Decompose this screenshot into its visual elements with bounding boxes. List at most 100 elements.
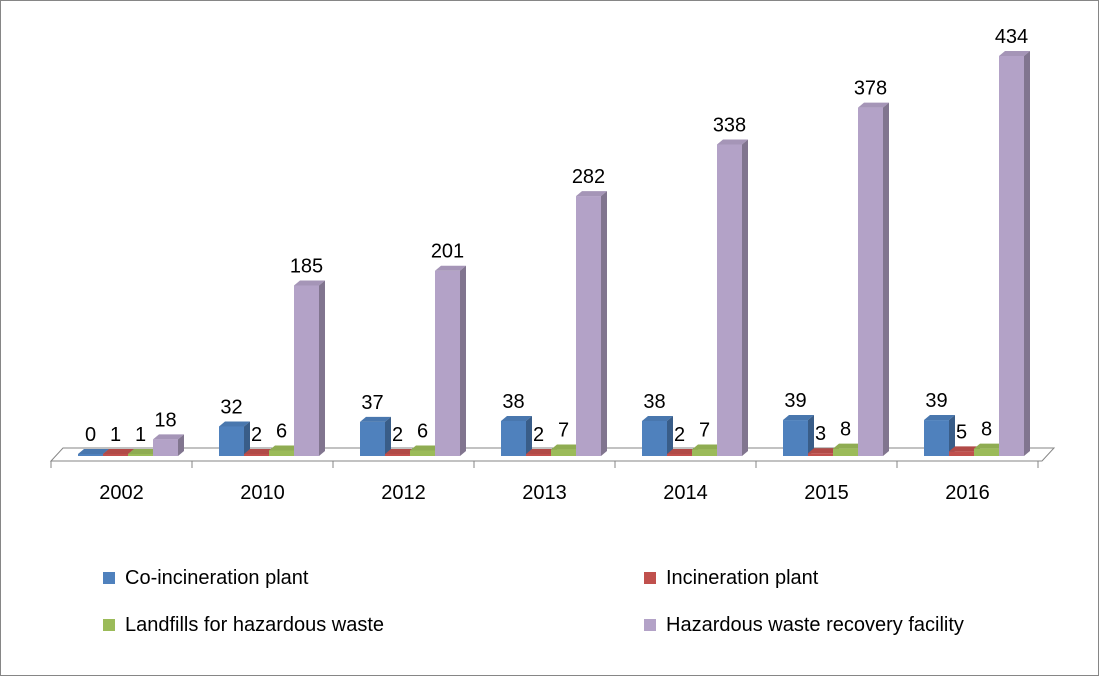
data-label: 18: [154, 409, 176, 431]
bar-side-face: [883, 102, 889, 456]
bar-top-face: [78, 449, 109, 454]
data-label: 338: [713, 114, 746, 136]
bar-top-face: [103, 449, 134, 454]
bar-top-face: [360, 416, 391, 422]
bar-co-incineration-plant-2012: [360, 421, 385, 456]
bar-landfills-for-hazardous-waste-2010: [269, 450, 294, 456]
bar-top-face: [783, 415, 814, 421]
bar-side-face: [244, 421, 250, 456]
bar-top-face: [385, 449, 416, 454]
bar-side-face: [808, 415, 814, 456]
bar-incineration-plant-2013: [526, 454, 551, 456]
bar-landfills-for-hazardous-waste-2012: [410, 450, 435, 456]
data-label: 2: [674, 424, 685, 446]
bar-top-face: [576, 191, 607, 197]
x-tick-label-2012: 2012: [381, 482, 426, 504]
legend-item-incineration-plant: Incineration plant: [644, 567, 819, 589]
bar-incineration-plant-2014: [667, 454, 692, 456]
data-label: 0: [85, 424, 96, 446]
bar-co-incineration-plant-2002: [78, 454, 103, 456]
data-label: 185: [290, 255, 323, 277]
bar-co-incineration-plant-2014: [642, 420, 667, 456]
legend-swatch: [644, 619, 656, 631]
data-label: 1: [110, 424, 121, 446]
x-tick-label-2013: 2013: [522, 482, 567, 504]
data-label: 38: [502, 391, 524, 413]
bar-landfills-for-hazardous-waste-2016: [974, 448, 999, 456]
bar-incineration-plant-2016: [949, 451, 974, 456]
bar-landfills-for-hazardous-waste-2014: [692, 449, 717, 456]
bar-incineration-plant-2010: [244, 454, 269, 456]
bar-marks: [78, 51, 1030, 457]
bar-co-incineration-plant-2010: [219, 426, 244, 456]
data-label: 6: [417, 420, 428, 442]
data-label: 434: [995, 26, 1028, 48]
bar-side-face: [385, 416, 391, 456]
bar-top-face: [501, 415, 532, 421]
bar-landfills-for-hazardous-waste-2002: [128, 454, 153, 456]
bar-hazardous-waste-recovery-facility-2002: [153, 439, 178, 456]
data-label: 32: [220, 397, 242, 419]
bar-top-face: [974, 443, 1005, 449]
legend-swatch: [644, 572, 656, 584]
bar-top-face: [667, 449, 698, 454]
legend-swatch: [103, 619, 115, 631]
bar-side-face: [667, 415, 673, 456]
bar-side-face: [601, 191, 607, 456]
bar-side-face: [319, 280, 325, 456]
data-label: 282: [572, 166, 605, 188]
data-label: 378: [854, 78, 887, 100]
data-label: 7: [558, 420, 569, 442]
bar-hazardous-waste-recovery-facility-2014: [717, 144, 742, 457]
bar-top-face: [294, 280, 325, 286]
data-label: 8: [981, 419, 992, 441]
bar-top-face: [219, 421, 250, 427]
bar-top-face: [924, 415, 955, 421]
data-label: 39: [925, 390, 947, 412]
bar-top-face: [833, 443, 864, 449]
data-label: 3: [815, 423, 826, 445]
bar-incineration-plant-2015: [808, 453, 833, 456]
data-label: 201: [431, 241, 464, 263]
data-label: 2: [392, 424, 403, 446]
data-label: 5: [956, 421, 967, 443]
bar-top-face: [692, 444, 723, 450]
bar-side-face: [526, 415, 532, 456]
legend-item-hazardous-waste-recovery-facility: Hazardous waste recovery facility: [644, 614, 964, 636]
bar-landfills-for-hazardous-waste-2013: [551, 449, 576, 456]
bar-co-incineration-plant-2016: [924, 420, 949, 456]
bar-co-incineration-plant-2015: [783, 420, 808, 456]
x-tick-label-2010: 2010: [240, 482, 285, 504]
data-label: 7: [699, 420, 710, 442]
legend-label: Incineration plant: [666, 567, 819, 589]
bar-top-face: [269, 445, 300, 451]
bar-hazardous-waste-recovery-facility-2016: [999, 56, 1024, 456]
x-tick-label-2002: 2002: [99, 482, 144, 504]
bar-side-face: [178, 434, 184, 456]
bar-top-face: [435, 265, 466, 271]
bar-side-face: [1024, 51, 1030, 456]
bar-hazardous-waste-recovery-facility-2012: [435, 270, 460, 456]
data-label: 8: [840, 419, 851, 441]
x-tick-label-2014: 2014: [663, 482, 708, 504]
data-label: 38: [643, 391, 665, 413]
bar-top-face: [717, 139, 748, 145]
bar-top-face: [526, 449, 557, 454]
bar-side-face: [460, 265, 466, 456]
x-tick-label-2016: 2016: [945, 482, 990, 504]
bar-top-face: [551, 444, 582, 450]
bar-top-face: [999, 51, 1030, 56]
x-axis-tick-labels: 2002 2010 2012 2013 2014 2015 2016: [99, 482, 990, 504]
data-label: 2: [533, 424, 544, 446]
bar-hazardous-waste-recovery-facility-2015: [858, 107, 883, 456]
bar-top-face: [808, 448, 839, 454]
legend: Co-incineration plant Incineration plant L…: [103, 567, 964, 636]
bar-side-face: [742, 139, 748, 457]
data-label: 39: [784, 390, 806, 412]
x-tick-label-2015: 2015: [804, 482, 849, 504]
bar-top-face: [153, 434, 184, 440]
bar-landfills-for-hazardous-waste-2015: [833, 448, 858, 456]
